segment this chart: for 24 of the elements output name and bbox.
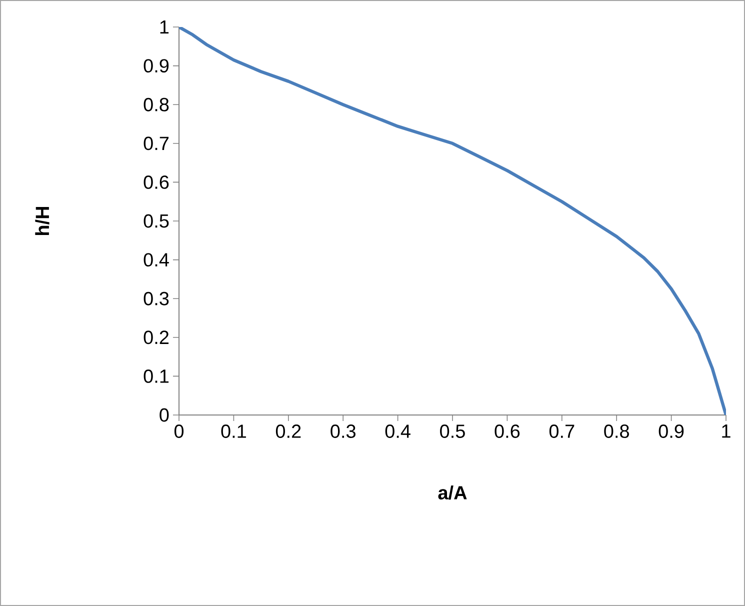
x-tick-label: 0.5 — [440, 424, 465, 438]
x-tick-label: 0.9 — [658, 424, 684, 438]
x-tick-label: 0.4 — [385, 424, 410, 438]
x-tick-label: 0.3 — [330, 424, 356, 438]
x-axis-title: a/A — [438, 486, 467, 500]
x-tick-label: 0.2 — [276, 424, 301, 438]
y-tick-label: 0.2 — [144, 330, 169, 344]
y-tick-label: 0.6 — [144, 175, 169, 189]
y-tick-label: 1 — [160, 20, 169, 34]
y-tick-label: 0.7 — [144, 136, 169, 150]
y-tick-label: 0.4 — [144, 253, 169, 267]
x-tick-label: 1 — [722, 424, 730, 438]
x-tick-label: 0 — [174, 424, 184, 438]
x-tick-label: 0.8 — [604, 424, 629, 438]
y-axis-title: h/H — [35, 206, 50, 235]
y-tick-label: 0.8 — [144, 98, 169, 112]
y-tick-label: 0.9 — [144, 59, 169, 73]
x-tick-label: 0.6 — [494, 424, 520, 438]
y-tick-label: 0 — [160, 408, 169, 422]
x-tick-label: 0.1 — [221, 424, 246, 438]
y-tick-label: 0.5 — [144, 214, 169, 228]
x-tick-label: 0.7 — [549, 424, 574, 438]
y-tick-label: 0.3 — [144, 292, 169, 306]
y-tick-label: 0.1 — [144, 369, 169, 383]
